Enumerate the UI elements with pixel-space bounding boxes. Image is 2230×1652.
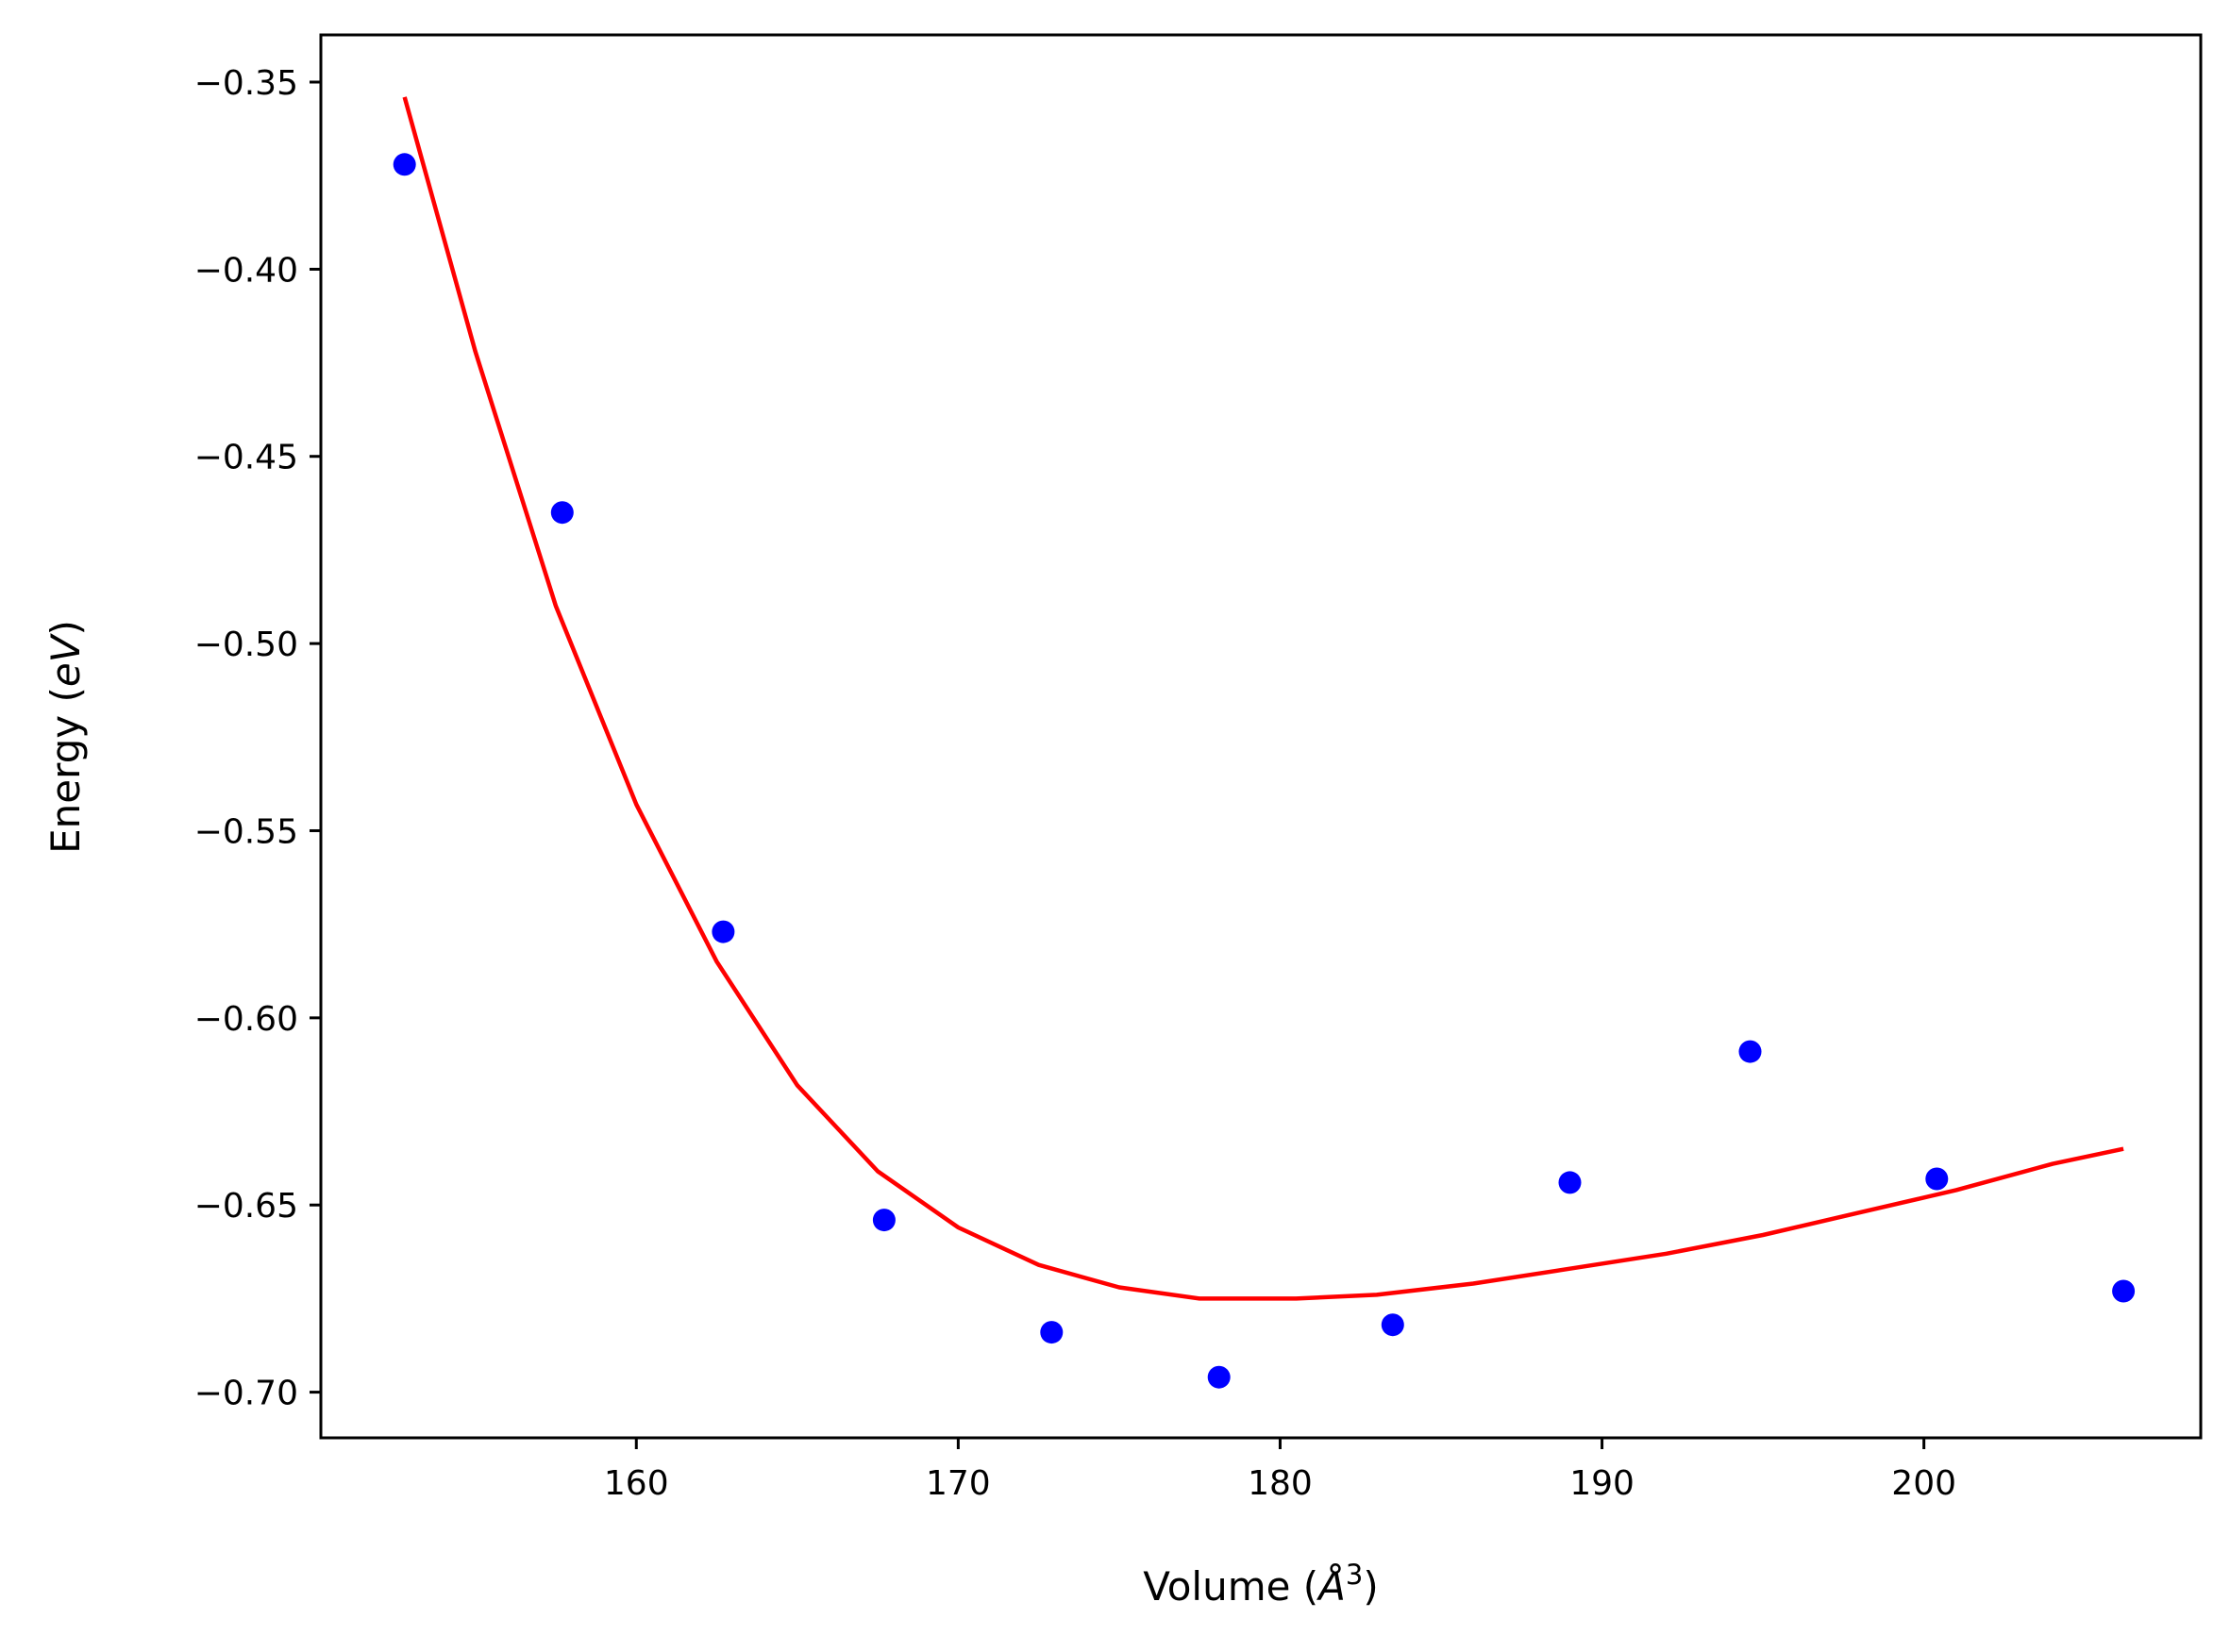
x-axis-ticks: 160 170 180 190 200 [604, 1438, 1956, 1503]
x-tick-label: 180 [1248, 1464, 1313, 1503]
x-tick-label: 170 [926, 1464, 991, 1503]
fit-curve-layer [402, 96, 2124, 1301]
y-tick-label: −0.45 [194, 439, 298, 477]
y-axis-ticks: −0.35 −0.40 −0.45 −0.50 −0.55 −0.60 −0.65 −0.70 [194, 64, 321, 1413]
plot-area [321, 35, 2201, 1438]
x-tick-label: 160 [604, 1464, 669, 1503]
y-axis-label-symbol: eV [42, 632, 89, 687]
y-tick-label: −0.50 [194, 626, 298, 664]
y-tick-label: −0.60 [194, 1000, 298, 1039]
y-tick-label: −0.65 [194, 1187, 298, 1226]
data-point [393, 153, 416, 176]
y-axis-label-suffix: ) [42, 620, 89, 635]
data-point [1925, 1167, 1949, 1191]
data-point [1040, 1321, 1064, 1344]
data-points-layer [393, 153, 2136, 1389]
plot-frame [319, 33, 2203, 1440]
fit-curve [402, 96, 2124, 1301]
y-tick-label: −0.35 [194, 64, 298, 103]
data-point [1381, 1313, 1404, 1337]
data-point [1738, 1040, 1762, 1063]
data-point [712, 920, 735, 943]
y-axis-label: Energy (eV) [42, 620, 89, 854]
x-axis-label: Volume (Å3) [1143, 1559, 1379, 1610]
data-point [2112, 1279, 2136, 1303]
x-tick-label: 190 [1569, 1464, 1635, 1503]
y-tick-label: −0.55 [194, 812, 298, 851]
x-axis-label-superscript: 3 [1346, 1559, 1363, 1591]
data-point [550, 501, 574, 525]
x-tick-label: 200 [1891, 1464, 1956, 1503]
y-axis-label-prefix: Energy ( [42, 687, 89, 854]
x-axis-label-symbol: Å [1316, 1562, 1346, 1610]
y-tick-label: −0.40 [194, 251, 298, 290]
x-axis-label-prefix: Volume ( [1143, 1563, 1318, 1610]
data-point [872, 1209, 896, 1232]
data-point [1558, 1171, 1582, 1194]
data-point [1207, 1365, 1231, 1389]
x-axis-label-suffix: ) [1363, 1563, 1378, 1610]
y-tick-label: −0.70 [194, 1375, 298, 1413]
